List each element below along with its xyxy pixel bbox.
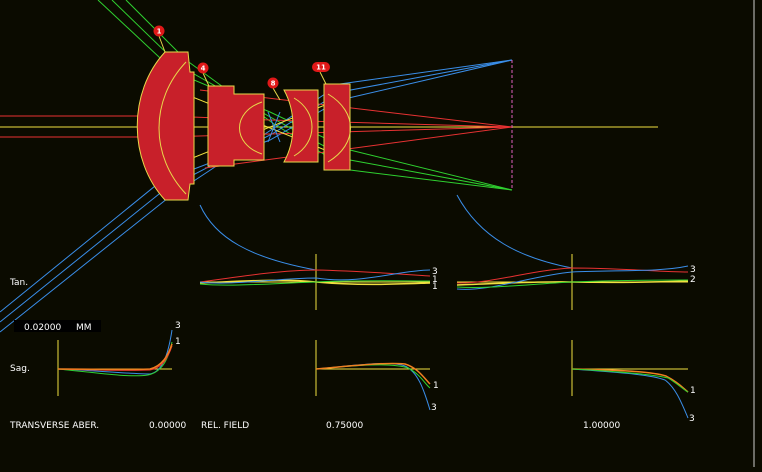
- curve-label: 3: [689, 414, 695, 424]
- sag-plot-100: 1 3: [571, 340, 696, 424]
- curve-label: 3: [175, 321, 181, 331]
- surface-badge-11: 11: [312, 62, 330, 85]
- field-value-100: 1.00000: [583, 421, 620, 431]
- surface-badge-8: 8: [267, 77, 281, 101]
- sag-plot-000: 3 1: [57, 321, 181, 396]
- ray-trace: 1 4 8 11: [0, 0, 658, 333]
- ray-bundle-green: [97, 0, 513, 191]
- field-value-075: 0.75000: [326, 421, 363, 431]
- lens-element-3: [283, 89, 319, 163]
- scale-value: 0.02000: [24, 323, 61, 333]
- field-value-000: 0.00000: [149, 421, 186, 431]
- scale-unit: MM: [76, 323, 92, 333]
- curve-label: 1: [433, 381, 439, 391]
- aberration-plots: 3 1 1 3 2 3 1: [57, 254, 696, 424]
- curve-label: 1: [432, 282, 438, 292]
- surface-badge-1: 1: [153, 25, 166, 53]
- curve-label: 2: [690, 275, 696, 285]
- curve-label: 3: [432, 267, 438, 277]
- svg-text:1: 1: [157, 28, 162, 36]
- sagittal-label: Sag.: [10, 364, 30, 374]
- tan-plot-100: 3 2: [456, 254, 696, 310]
- svg-text:11: 11: [316, 64, 326, 72]
- lens-element-4: [323, 83, 351, 171]
- curve-label: 3: [431, 403, 437, 413]
- tan-plot-075: 3 1 1: [199, 254, 438, 310]
- curve-label: 1: [690, 386, 696, 396]
- aperture-stop: [267, 111, 281, 143]
- surface-badge-4: 4: [197, 62, 210, 87]
- curve-label: 1: [175, 337, 181, 347]
- field-sweep-arc-right: [456, 194, 573, 269]
- plot-title: TRANSVERSE ABER.: [9, 421, 99, 431]
- sag-plot-075: 1 3: [315, 340, 439, 413]
- curve-label: 3: [690, 265, 696, 275]
- svg-text:8: 8: [271, 80, 276, 88]
- scale-box: [14, 320, 101, 332]
- curve-label: 1: [432, 275, 438, 285]
- lens-element-1: [136, 51, 195, 201]
- lens-element-2: [207, 85, 265, 167]
- svg-text:4: 4: [201, 65, 206, 73]
- lens-elements: [136, 51, 351, 201]
- field-sweep-arc-left: [199, 204, 317, 271]
- tangential-label: Tan.: [9, 278, 28, 288]
- rel-field-label: REL. FIELD: [201, 421, 249, 431]
